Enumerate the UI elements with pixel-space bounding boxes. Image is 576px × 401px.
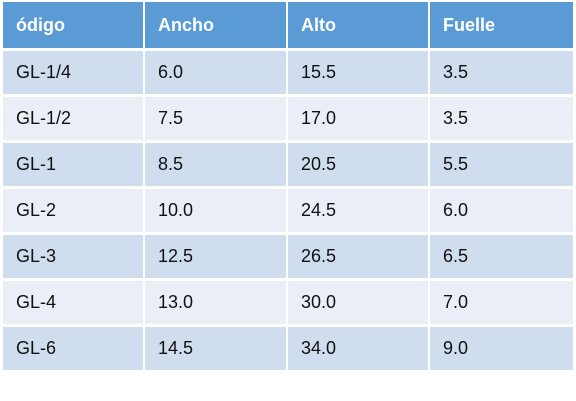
cell-alto: 17.0 [288, 97, 430, 143]
cell-fuelle: 7.0 [430, 281, 573, 327]
cell-alto: 15.5 [288, 51, 430, 97]
size-table: ódigo Ancho Alto Fuelle GL-1/4 6.0 15.5 … [3, 2, 573, 373]
cell-codigo: GL-4 [3, 281, 145, 327]
table-row: GL-3 12.5 26.5 6.5 [3, 235, 573, 281]
cell-alto: 26.5 [288, 235, 430, 281]
cell-fuelle: 9.0 [430, 327, 573, 373]
cell-codigo: GL-1 [3, 143, 145, 189]
cell-ancho: 10.0 [145, 189, 288, 235]
cell-fuelle: 5.5 [430, 143, 573, 189]
cell-ancho: 14.5 [145, 327, 288, 373]
cell-fuelle: 6.5 [430, 235, 573, 281]
table-row: GL-1/2 7.5 17.0 3.5 [3, 97, 573, 143]
cell-codigo: GL-2 [3, 189, 145, 235]
table-row: GL-2 10.0 24.5 6.0 [3, 189, 573, 235]
cell-codigo: GL-1/4 [3, 51, 145, 97]
cell-codigo: GL-1/2 [3, 97, 145, 143]
cell-codigo: GL-3 [3, 235, 145, 281]
cell-ancho: 6.0 [145, 51, 288, 97]
cell-ancho: 8.5 [145, 143, 288, 189]
table-row: GL-4 13.0 30.0 7.0 [3, 281, 573, 327]
header-fuelle: Fuelle [430, 2, 573, 51]
cell-fuelle: 3.5 [430, 97, 573, 143]
cell-ancho: 12.5 [145, 235, 288, 281]
cell-alto: 30.0 [288, 281, 430, 327]
cell-alto: 24.5 [288, 189, 430, 235]
table-header-row: ódigo Ancho Alto Fuelle [3, 2, 573, 51]
table-row: GL-1 8.5 20.5 5.5 [3, 143, 573, 189]
cell-alto: 34.0 [288, 327, 430, 373]
cell-ancho: 7.5 [145, 97, 288, 143]
cell-codigo: GL-6 [3, 327, 145, 373]
header-ancho: Ancho [145, 2, 288, 51]
cell-alto: 20.5 [288, 143, 430, 189]
cell-fuelle: 3.5 [430, 51, 573, 97]
cell-ancho: 13.0 [145, 281, 288, 327]
table-row: GL-6 14.5 34.0 9.0 [3, 327, 573, 373]
header-alto: Alto [288, 2, 430, 51]
cell-fuelle: 6.0 [430, 189, 573, 235]
table-row: GL-1/4 6.0 15.5 3.5 [3, 51, 573, 97]
header-codigo: ódigo [3, 2, 145, 51]
